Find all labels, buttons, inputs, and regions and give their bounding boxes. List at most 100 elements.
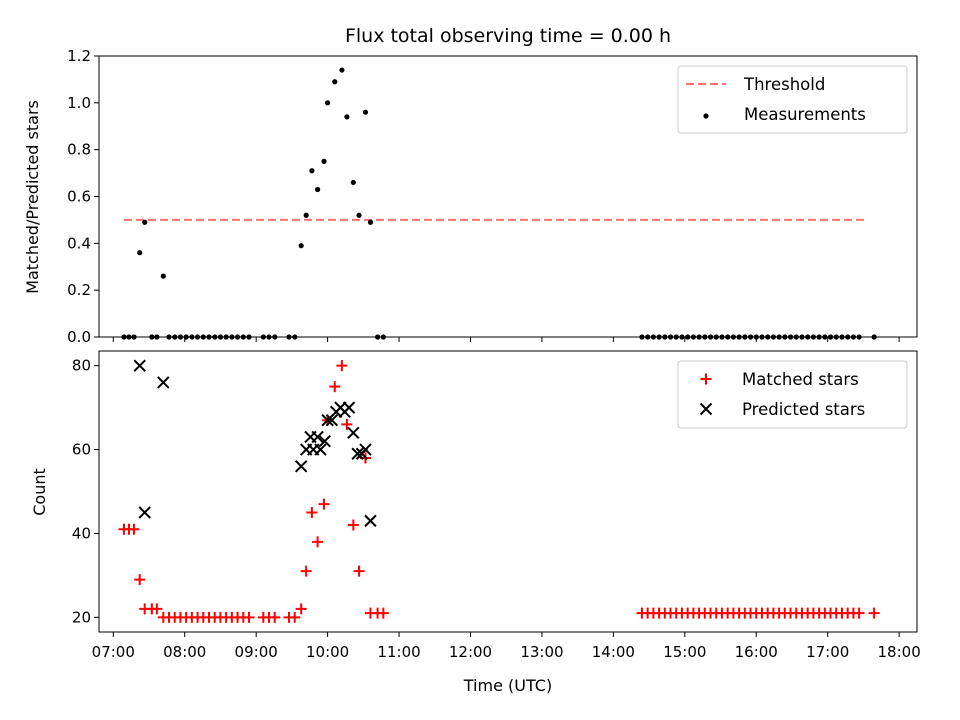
measurements-point xyxy=(309,168,315,174)
measurements-point xyxy=(673,334,679,340)
bottom-x-tick-label: 17:00 xyxy=(806,643,849,661)
matched-stars-legend-label: Matched stars xyxy=(742,370,859,389)
bottom-x-tick-label: 09:00 xyxy=(235,643,278,661)
measurements-point xyxy=(810,334,817,340)
measurements-legend-marker xyxy=(703,113,709,119)
measurements-point xyxy=(782,334,788,340)
matched-stars-point xyxy=(128,523,140,535)
measurements-point xyxy=(246,334,252,340)
bottom-panel: 20 40 60 80 07:00 08:00 09:00 10:00 11:00 12:00 13… xyxy=(72,350,921,661)
bottom-y-tick-label: 20 xyxy=(72,608,91,626)
measurements-point xyxy=(645,334,651,340)
measurements-point xyxy=(344,114,350,120)
measurements-point xyxy=(172,334,178,340)
predicted-stars-legend-label: Predicted stars xyxy=(742,400,865,419)
measurements-point xyxy=(833,334,839,340)
predicted-stars-point xyxy=(351,447,364,460)
measurements-point xyxy=(845,334,851,340)
measurements-point xyxy=(298,243,304,249)
predicted-stars-point xyxy=(359,443,372,456)
measurements-point xyxy=(286,334,292,340)
top-y-tick-label: 0.0 xyxy=(67,328,91,346)
measurements-point xyxy=(793,334,799,340)
measurements-point xyxy=(223,334,229,340)
measurements-point xyxy=(234,334,241,340)
measurements-point xyxy=(194,334,201,340)
top-panel: 0.0 0.2 0.4 0.6 0.8 1.0 1.2 Threshold Measuremen… xyxy=(67,47,918,346)
measurements-point xyxy=(753,334,759,340)
measurements-point xyxy=(137,250,143,256)
measurements-point xyxy=(183,334,189,340)
measurements-point xyxy=(121,334,127,340)
predicted-stars-point xyxy=(342,401,356,414)
matched-stars-point xyxy=(336,360,348,372)
measurements-point xyxy=(142,219,148,225)
measurements-point xyxy=(707,334,714,340)
matched-stars-legend-marker xyxy=(700,373,712,385)
matched-stars-point xyxy=(295,603,307,615)
matched-stars-point xyxy=(151,603,163,615)
top-y-tick-label: 1.0 xyxy=(67,94,91,112)
matched-stars-point xyxy=(853,607,865,619)
matched-stars-point xyxy=(300,565,312,577)
measurements-point xyxy=(260,334,266,340)
measurements-point xyxy=(685,334,691,340)
bottom-y-tick-label: 80 xyxy=(72,357,91,375)
measurements-point xyxy=(787,334,794,340)
top-y-tick-label: 0.4 xyxy=(67,234,91,252)
measurements-legend-label: Measurements xyxy=(744,105,866,124)
predicted-stars-point xyxy=(133,359,146,372)
measurements-point xyxy=(367,219,374,225)
measurements-point xyxy=(266,334,272,340)
matched-stars-point xyxy=(353,565,365,577)
measurements-point xyxy=(713,334,719,340)
measurements-point xyxy=(177,334,184,340)
predicted-stars-point xyxy=(311,430,324,444)
measurements-point xyxy=(325,100,331,106)
bottom-x-tick-label: 18:00 xyxy=(878,643,921,661)
measurements-point xyxy=(149,334,155,340)
measurements-point xyxy=(160,273,166,279)
measurements-point xyxy=(770,334,777,340)
bottom-x-tick-label: 12:00 xyxy=(449,643,492,661)
measurements-point xyxy=(667,334,674,340)
measurements-point xyxy=(662,334,668,340)
matched-stars-point xyxy=(312,536,324,548)
measurements-point xyxy=(822,334,828,340)
measurements-point xyxy=(189,334,195,340)
predicted-stars-legend-marker xyxy=(699,402,713,416)
measurements-point xyxy=(321,158,327,164)
measurements-point xyxy=(856,334,862,340)
measurements-point xyxy=(356,212,362,218)
top-y-tick-label: 0.8 xyxy=(67,141,91,159)
predicted-stars-point xyxy=(325,413,339,427)
measurements-point xyxy=(303,212,309,218)
predicted-stars-point xyxy=(347,426,360,439)
measurements-point xyxy=(380,334,386,340)
measurements-point xyxy=(725,334,731,340)
bottom-x-tick-label: 11:00 xyxy=(377,643,420,661)
threshold-legend-label: Threshold xyxy=(743,75,825,94)
measurements-point xyxy=(747,334,754,340)
bottom-x-tick-label: 15:00 xyxy=(663,643,706,661)
measurements-point xyxy=(240,334,246,340)
bottom-legend-box xyxy=(677,360,908,429)
bottom-x-tick-label: 14:00 xyxy=(592,643,635,661)
measurements-point xyxy=(765,334,771,340)
measurements-point xyxy=(776,334,782,340)
top-chart-title: Flux total observing time = 0.00 h xyxy=(345,25,671,47)
measurements-point xyxy=(730,334,736,340)
measurements-point xyxy=(212,334,218,340)
bottom-x-tick-label: 13:00 xyxy=(520,643,563,661)
measurements-point xyxy=(292,334,298,340)
measurements-point xyxy=(126,334,132,340)
measurements-point xyxy=(656,334,662,340)
matched-stars-point xyxy=(269,611,281,623)
measurements-point xyxy=(679,334,685,340)
measurements-point xyxy=(742,334,748,340)
measurements-point xyxy=(827,334,834,340)
measurements-point xyxy=(719,334,725,340)
measurements-point xyxy=(639,334,645,340)
measurements-point xyxy=(696,334,702,340)
